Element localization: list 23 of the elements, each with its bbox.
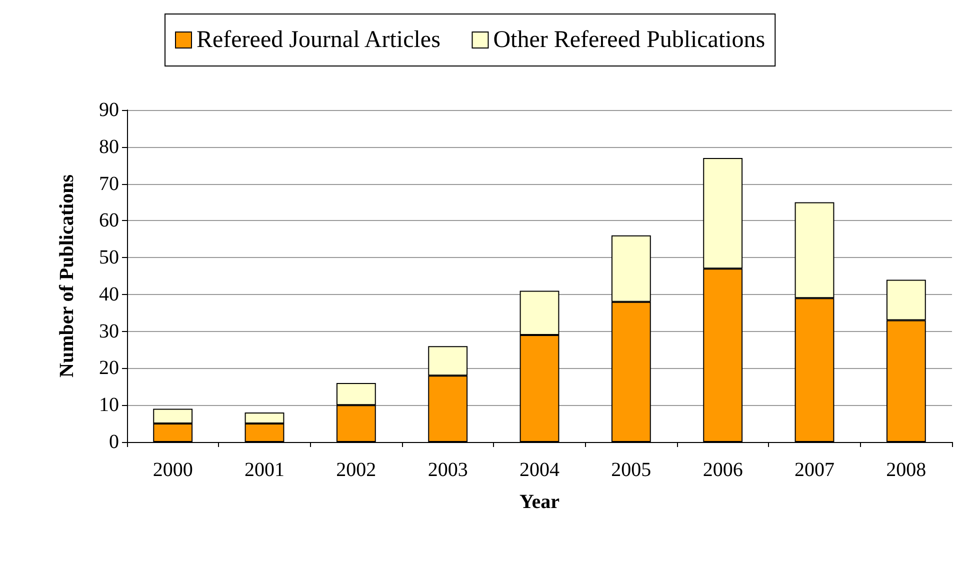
y-tick-label: 70 bbox=[99, 172, 119, 195]
y-tick-label: 90 bbox=[99, 99, 119, 121]
y-tick-label: 30 bbox=[99, 320, 119, 342]
y-tick-label: 60 bbox=[99, 210, 119, 232]
x-tick-label: 2001 bbox=[244, 459, 284, 481]
y-tick-label: 0 bbox=[109, 431, 119, 453]
y-tick-label: 40 bbox=[99, 283, 119, 306]
x-axis-title: Year bbox=[520, 491, 560, 513]
y-tick-label: 80 bbox=[99, 136, 119, 158]
y-tick-label: 50 bbox=[99, 246, 119, 269]
y-axis-title: Number of Publications bbox=[56, 174, 78, 378]
legend-label: Refereed Journal Articles bbox=[196, 27, 440, 53]
x-tick-label: 2005 bbox=[611, 459, 652, 481]
x-tick-label: 2002 bbox=[336, 459, 376, 481]
y-tick-label: 10 bbox=[99, 394, 119, 416]
y-tick-label: 20 bbox=[99, 357, 119, 380]
x-tick-label: 2003 bbox=[428, 459, 468, 481]
x-tick-label: 2007 bbox=[794, 459, 834, 481]
x-tick-label: 2004 bbox=[520, 459, 560, 481]
x-tick-label: 2000 bbox=[152, 459, 193, 481]
x-tick-label: 2008 bbox=[886, 459, 926, 481]
x-tick-label: 2006 bbox=[702, 459, 743, 481]
legend-label: Other Refereed Publications bbox=[493, 27, 766, 53]
